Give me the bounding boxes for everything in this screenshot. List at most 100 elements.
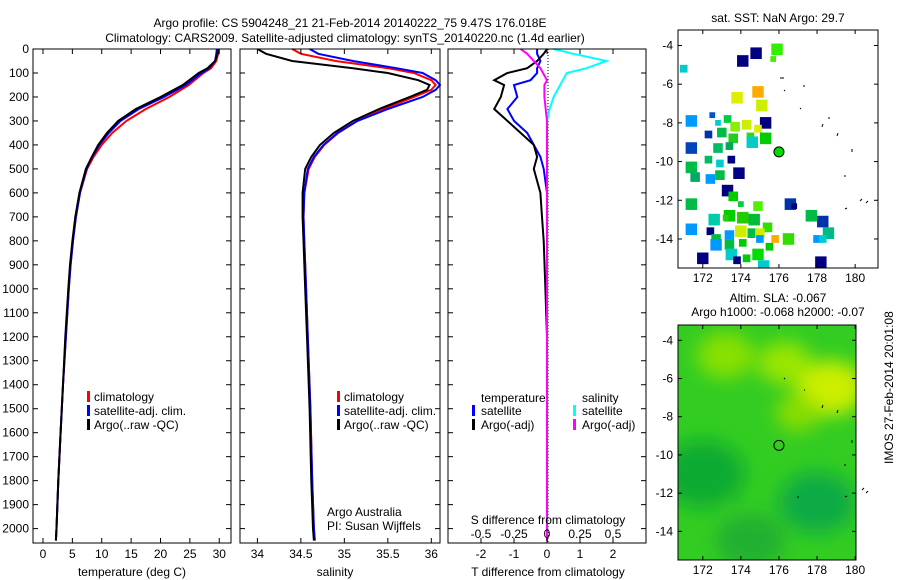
lon-tick-label: 178	[807, 271, 827, 285]
lon-tick-label: 180	[845, 271, 865, 285]
legend-label: climatology	[344, 390, 404, 404]
sst-cell	[724, 239, 735, 250]
sst-cell	[748, 213, 760, 226]
sst-cell	[738, 201, 744, 208]
sst-cell	[704, 155, 713, 164]
sla-high-anomaly	[775, 394, 821, 432]
title-line-1: Argo profile: CS 5904248_21 21-Feb-2014 …	[154, 16, 547, 30]
sst-cell	[685, 161, 698, 174]
sla-high-anomaly	[697, 332, 755, 379]
lat-tick-label: -8	[662, 410, 673, 424]
lat-tick-label: -14	[656, 232, 674, 246]
sst-cell	[731, 91, 743, 104]
sla-map: Altim. SLA: -0.067 Argo h1000: -0.068 h2…	[656, 291, 869, 577]
annotation-pi: PI: Susan Wijffels	[327, 519, 421, 533]
legend-label: satellite-adj. clim.	[344, 404, 436, 418]
legend-label: Argo(..raw -QC)	[94, 418, 179, 432]
sst-cell	[715, 170, 725, 180]
sst-cell	[710, 238, 722, 251]
legend-swatch-satellite	[337, 405, 340, 416]
sst-map: sat. SST: NaN Argo: 29.7 172 174 176 178 180…	[656, 11, 879, 285]
sst-cell	[771, 43, 783, 56]
depth-tick-label: 1900	[2, 498, 29, 512]
profile-line-salinity-satellite	[546, 48, 610, 541]
profile-line-argo-raw-qc-	[54, 48, 220, 541]
legend-swatch-t-argo	[472, 419, 475, 430]
depth-tick-label: 0	[22, 42, 29, 56]
lat-tick-label: -14	[656, 524, 674, 538]
sla-low-anomaly	[678, 440, 745, 508]
depth-tick-label: 600	[9, 186, 29, 200]
profile-line-temperature-argo-adj-	[492, 48, 548, 541]
sst-cell	[737, 211, 749, 224]
depth-tick-label: 400	[9, 138, 29, 152]
lon-tick-label: 180	[845, 563, 865, 577]
sst-cell	[705, 174, 716, 184]
sla-high-anomaly	[758, 341, 812, 385]
sst-cell	[758, 260, 770, 268]
depth-tick-label: 1100	[3, 306, 29, 320]
x-tick-label: 0	[40, 547, 47, 561]
lat-tick-label: -6	[662, 371, 673, 385]
s-difference-label: S difference from climatology	[471, 513, 626, 527]
sst-cell	[728, 191, 738, 202]
sst-cell	[738, 238, 747, 247]
lat-tick-label: -10	[656, 448, 674, 462]
sst-cell	[747, 228, 758, 239]
lat-tick-label: -8	[662, 116, 673, 130]
depth-tick-label: 1500	[2, 402, 29, 416]
sst-map-frame	[677, 29, 879, 269]
sst-cell	[709, 112, 716, 119]
lon-tick-label: 178	[807, 563, 827, 577]
sst-cell	[723, 115, 732, 123]
sst-cell	[685, 115, 698, 127]
sst-cell	[730, 121, 740, 132]
salinity-xlabel: salinity	[317, 565, 354, 579]
sst-cell	[723, 209, 736, 222]
sst-cell	[724, 230, 735, 240]
sst-cell	[717, 127, 727, 138]
s-tick-label: -0.5	[471, 527, 492, 541]
depth-tick-label: 1600	[2, 426, 29, 440]
sst-cell	[784, 198, 797, 210]
lon-tick-label: 174	[731, 563, 751, 577]
sst-cell	[737, 55, 749, 67]
temperature-panel: 0 5 10 15 20 25 300100200300400500600700800900…	[2, 42, 232, 579]
legend-label: Argo(-adj)	[481, 418, 534, 432]
x-tick-label: 5	[69, 547, 76, 561]
sla-map-title-1: Altim. SLA: -0.067	[730, 291, 827, 305]
x-tick-label: 10	[95, 547, 109, 561]
depth-tick-label: 1000	[2, 282, 29, 296]
sst-cell	[815, 256, 827, 268]
sst-cell	[813, 235, 821, 243]
x-tick-label: 34.5	[289, 547, 313, 561]
legend-label: climatology	[94, 390, 154, 404]
s-tick-label: -0.25	[500, 527, 528, 541]
depth-tick-label: 100	[9, 66, 29, 80]
lat-tick-label: -6	[662, 77, 673, 91]
sst-cell	[762, 222, 773, 233]
profile-line-climatology	[54, 48, 220, 541]
legend-header-salinity: salinity	[582, 391, 619, 405]
sst-cell	[728, 133, 738, 144]
lon-tick-label: 176	[769, 271, 789, 285]
sst-cell	[685, 142, 698, 154]
sst-map-title: sat. SST: NaN Argo: 29.7	[711, 11, 845, 25]
sla-map-title-2: Argo h1000: -0.068 h2000: -0.07	[691, 305, 865, 319]
depth-tick-label: 1700	[2, 450, 29, 464]
sst-cell	[770, 56, 777, 62]
sst-cell	[750, 47, 762, 60]
sst-cell	[752, 86, 764, 98]
sst-cell	[765, 242, 774, 251]
coastline-marks	[783, 377, 869, 498]
sst-cell	[708, 213, 720, 226]
difference-panel: -2 -1 0 1 2 -0.5 -0.25 0 0.25 0.5 S difference fr…	[447, 48, 647, 579]
lat-tick-label: -12	[656, 193, 674, 207]
sst-cell	[706, 227, 715, 236]
sst-cell	[715, 119, 721, 126]
legend-label: satellite	[481, 404, 522, 418]
sst-cell	[759, 132, 772, 145]
lon-tick-label: 174	[731, 271, 751, 285]
sst-cell	[771, 235, 779, 243]
